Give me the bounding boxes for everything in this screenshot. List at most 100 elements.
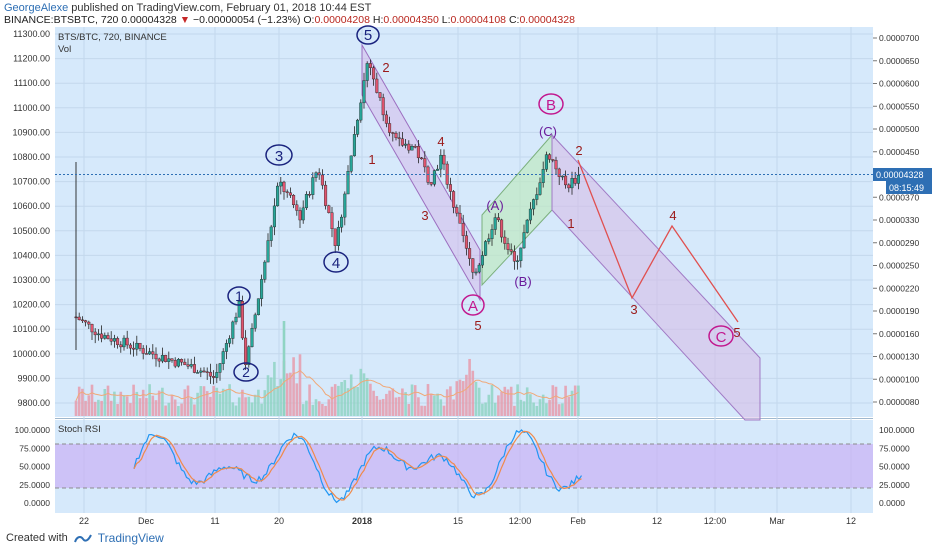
candle-body[interactable] bbox=[138, 342, 142, 349]
candle-body[interactable] bbox=[116, 338, 120, 345]
candle-body[interactable] bbox=[189, 364, 193, 367]
candle-body[interactable] bbox=[148, 351, 152, 355]
candle-body[interactable] bbox=[247, 346, 251, 365]
candle-body[interactable] bbox=[208, 371, 212, 377]
candle-body[interactable] bbox=[340, 216, 344, 228]
candle-body[interactable] bbox=[474, 271, 478, 274]
candle-body[interactable] bbox=[330, 212, 334, 230]
candle-body[interactable] bbox=[103, 335, 107, 339]
candle-body[interactable] bbox=[564, 175, 568, 186]
candle-body[interactable] bbox=[365, 63, 369, 81]
candle-body[interactable] bbox=[362, 80, 366, 104]
candle-body[interactable] bbox=[381, 97, 385, 116]
candle-body[interactable] bbox=[173, 360, 177, 367]
candle-body[interactable] bbox=[356, 119, 360, 135]
candle-body[interactable] bbox=[477, 264, 481, 273]
candle-body[interactable] bbox=[468, 248, 472, 259]
candle-body[interactable] bbox=[167, 358, 171, 362]
candle-body[interactable] bbox=[260, 279, 264, 299]
candle-body[interactable] bbox=[90, 323, 94, 333]
candle-body[interactable] bbox=[112, 338, 116, 342]
candle-body[interactable] bbox=[180, 358, 184, 363]
candle-body[interactable] bbox=[455, 207, 459, 214]
candle-body[interactable] bbox=[324, 184, 328, 206]
candle-body[interactable] bbox=[314, 172, 318, 178]
candle-body[interactable] bbox=[484, 241, 488, 256]
candle-body[interactable] bbox=[295, 204, 299, 211]
candle-body[interactable] bbox=[77, 316, 81, 321]
candle-body[interactable] bbox=[538, 182, 542, 195]
candle-body[interactable] bbox=[199, 370, 203, 373]
candle-body[interactable] bbox=[349, 155, 353, 172]
candle-body[interactable] bbox=[522, 232, 526, 249]
candle-body[interactable] bbox=[279, 181, 283, 187]
candle-body[interactable] bbox=[125, 337, 129, 346]
candle-body[interactable] bbox=[253, 314, 257, 329]
candle-body[interactable] bbox=[237, 301, 241, 318]
candle-body[interactable] bbox=[221, 351, 225, 364]
candle-body[interactable] bbox=[352, 134, 356, 157]
candle-body[interactable] bbox=[388, 123, 392, 133]
candle-body[interactable] bbox=[400, 138, 404, 146]
candle-body[interactable] bbox=[256, 298, 260, 316]
candle-body[interactable] bbox=[512, 251, 516, 262]
candle-body[interactable] bbox=[84, 320, 88, 323]
candle-body[interactable] bbox=[544, 154, 548, 170]
candle-body[interactable] bbox=[272, 205, 276, 228]
candle-body[interactable] bbox=[570, 178, 574, 189]
candlesticks[interactable] bbox=[74, 59, 580, 385]
candle-body[interactable] bbox=[394, 132, 398, 138]
candle-body[interactable] bbox=[231, 321, 235, 339]
candle-body[interactable] bbox=[519, 247, 523, 261]
candle-body[interactable] bbox=[154, 353, 158, 360]
candle-body[interactable] bbox=[548, 154, 552, 160]
candle-body[interactable] bbox=[263, 261, 267, 280]
candle-body[interactable] bbox=[372, 67, 376, 80]
candle-body[interactable] bbox=[541, 169, 545, 183]
candle-body[interactable] bbox=[413, 146, 417, 148]
candle-body[interactable] bbox=[157, 358, 161, 362]
candle-body[interactable] bbox=[106, 335, 110, 339]
candle-body[interactable] bbox=[327, 205, 331, 213]
candle-body[interactable] bbox=[573, 178, 577, 184]
candle-body[interactable] bbox=[333, 228, 337, 246]
candle-body[interactable] bbox=[250, 327, 254, 347]
candle-body[interactable] bbox=[407, 143, 411, 151]
candle-body[interactable] bbox=[458, 212, 462, 224]
candle-body[interactable] bbox=[404, 143, 408, 146]
candle-body[interactable] bbox=[535, 194, 539, 200]
candle-body[interactable] bbox=[336, 227, 340, 246]
candle-body[interactable] bbox=[304, 194, 308, 209]
candle-body[interactable] bbox=[224, 343, 228, 352]
candle-body[interactable] bbox=[96, 333, 100, 336]
candle-body[interactable] bbox=[192, 364, 196, 373]
candle-body[interactable] bbox=[567, 184, 571, 189]
candle-body[interactable] bbox=[276, 185, 280, 207]
candle-body[interactable] bbox=[464, 235, 468, 249]
rsi-axis[interactable]: 100.0000 100.0000 75.0000 75.0000 50.0000 50.… bbox=[15, 425, 915, 508]
candle-body[interactable] bbox=[87, 321, 91, 325]
candle-body[interactable] bbox=[516, 260, 520, 262]
candle-body[interactable] bbox=[132, 347, 136, 350]
candle-body[interactable] bbox=[384, 114, 388, 124]
candle-body[interactable] bbox=[359, 102, 363, 121]
candle-body[interactable] bbox=[80, 319, 84, 322]
candle-body[interactable] bbox=[176, 358, 180, 367]
candle-body[interactable] bbox=[244, 337, 248, 365]
candle-body[interactable] bbox=[557, 168, 561, 177]
candle-body[interactable] bbox=[164, 354, 168, 362]
left-price-axis[interactable]: 11300.00 11200.00 11100.00 11000.00 10900.00… bbox=[12, 29, 50, 408]
candle-body[interactable] bbox=[308, 194, 312, 196]
candle-body[interactable] bbox=[423, 158, 427, 168]
candle-body[interactable] bbox=[282, 181, 286, 192]
candle-body[interactable] bbox=[343, 193, 347, 218]
candle-body[interactable] bbox=[144, 353, 148, 355]
candle-body[interactable] bbox=[311, 177, 315, 195]
candle-body[interactable] bbox=[490, 229, 494, 239]
candle-body[interactable] bbox=[234, 316, 238, 323]
candle-body[interactable] bbox=[448, 184, 452, 192]
candle-body[interactable] bbox=[228, 338, 232, 344]
time-axis[interactable]: 22 Dec 11 20 2018 15 12:00 Feb 12 12:00 Mar 12 bbox=[79, 516, 856, 526]
candle-body[interactable] bbox=[432, 170, 436, 185]
